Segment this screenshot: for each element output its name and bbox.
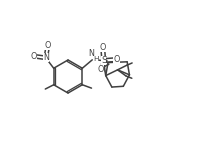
- Text: H: H: [93, 56, 99, 62]
- Text: O: O: [100, 43, 106, 52]
- Text: O: O: [97, 65, 104, 73]
- Text: S: S: [101, 56, 107, 65]
- Text: O: O: [113, 55, 120, 64]
- Text: O: O: [31, 52, 37, 61]
- Text: N: N: [89, 49, 95, 58]
- Text: O: O: [44, 41, 50, 50]
- Text: N: N: [43, 53, 49, 62]
